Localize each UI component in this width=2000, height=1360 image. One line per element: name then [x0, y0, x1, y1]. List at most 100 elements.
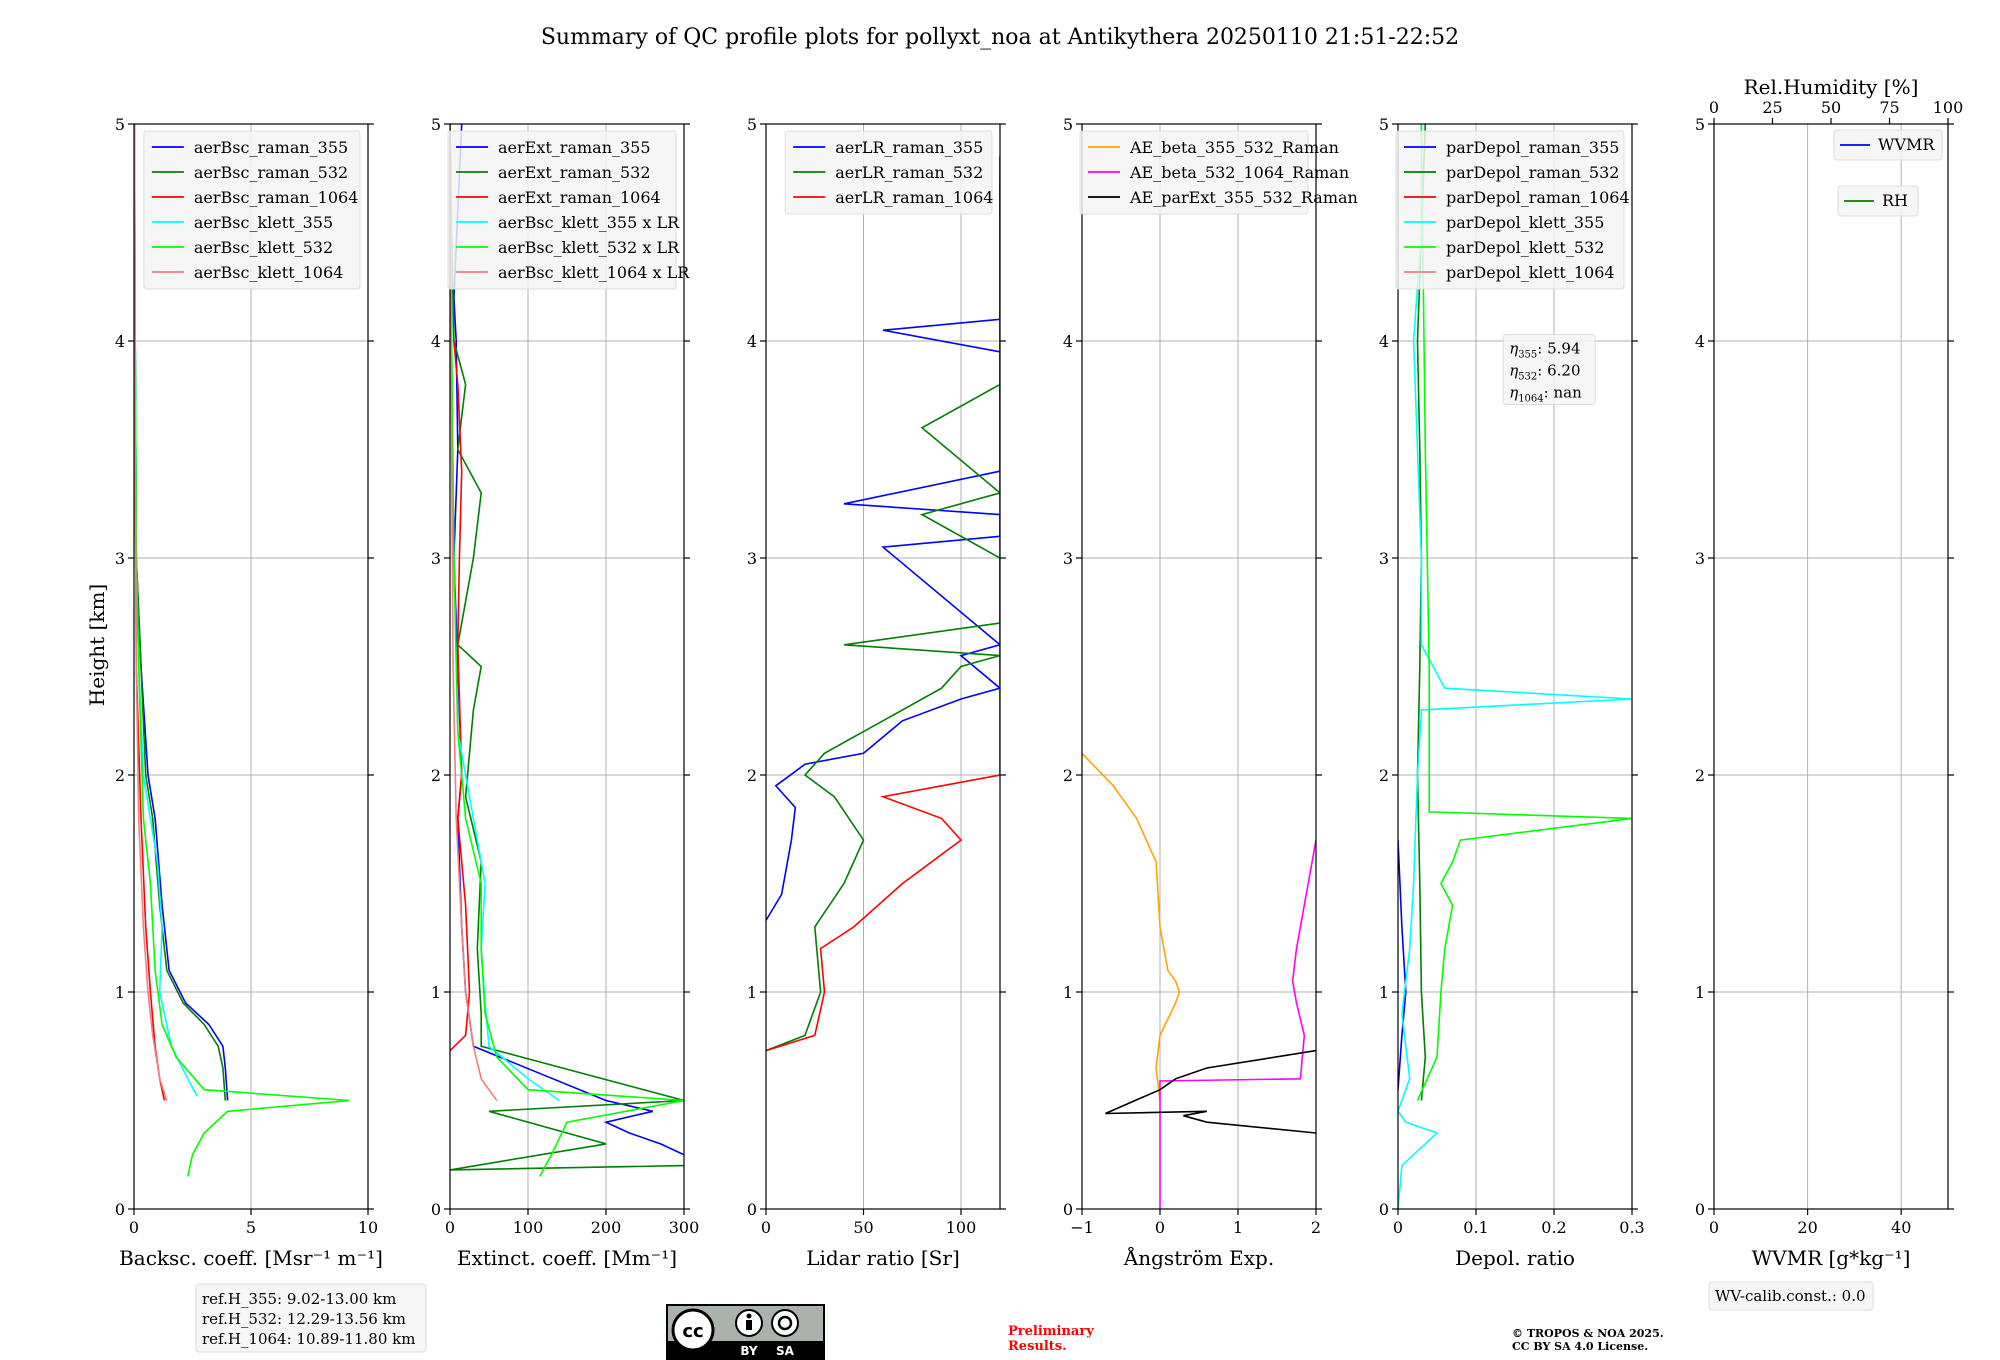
x-tick-label: 0.2 — [1541, 1218, 1566, 1237]
legend-rh: RH — [1837, 185, 1919, 217]
legend-label: parDepol_klett_532 — [1446, 238, 1604, 257]
copyright-line-2: CC BY SA 4.0 License. — [1512, 1340, 1648, 1353]
legend-label: aerExt_raman_532 — [498, 163, 651, 182]
series-line-aerlr-raman-532 — [766, 178, 1000, 1052]
legend: aerBsc_raman_355 aerBsc_raman_532 aerBsc_r… — [143, 130, 361, 290]
series-line-aerlr-raman-355 — [766, 156, 1000, 921]
y-tick-label: 4 — [115, 332, 125, 351]
series-line-pardepol-klett-355 — [1398, 124, 1632, 1209]
y-tick-label: 2 — [115, 766, 125, 785]
series-line-ae-parext-355-532-raman — [1105, 1049, 1316, 1134]
y-tick-label: 3 — [747, 549, 757, 568]
x-tick-label: 0 — [761, 1218, 771, 1237]
legend-label: WVMR — [1878, 135, 1935, 154]
series-line-pardepol-raman-355 — [1398, 840, 1407, 1090]
legend: AE_beta_355_532_Raman AE_beta_532_1064_Ra… — [1079, 130, 1358, 215]
y-tick-label: 4 — [1695, 332, 1705, 351]
axes-frame — [1397, 123, 1633, 1210]
y-tick-label: 5 — [1695, 115, 1705, 134]
ref-height-355: ref.H_355: 9.02-13.00 km — [202, 1290, 396, 1308]
y-tick-label: 0 — [747, 1200, 757, 1219]
legend-label: aerBsc_klett_355 — [194, 213, 333, 232]
figure-title: Summary of QC profile plots for pollyxt_… — [541, 25, 1459, 50]
x-tick-label: 0 — [1709, 1218, 1719, 1237]
cc-by-sa-badge: cc BY SA — [666, 1304, 825, 1360]
x-tick-label: 0.1 — [1463, 1218, 1488, 1237]
series-line-ae-beta-532-1064-raman — [1159, 839, 1316, 1209]
legend-label: aerBsc_raman_355 — [194, 138, 348, 157]
x-tick-label: 1 — [1233, 1218, 1243, 1237]
legend-label: parDepol_raman_1064 — [1446, 188, 1630, 207]
x-tick-label: 100 — [513, 1218, 544, 1237]
series-line-aerlr-raman-1064 — [766, 189, 1000, 1052]
y-tick-label: 2 — [1063, 766, 1073, 785]
x-axis-label: Depol. ratio — [1455, 1246, 1575, 1270]
panel-2: 0 100 200 300 0 1 2 3 4 5 Extinct. coeff. [Mm⁻¹] ae… — [431, 115, 699, 1270]
x-tick-label: 0 — [1155, 1218, 1165, 1237]
x2-tick-label: 75 — [1879, 98, 1899, 117]
ref-height-532: ref.H_532: 12.29-13.56 km — [202, 1310, 406, 1328]
y-tick-label: 1 — [1695, 983, 1705, 1002]
ref-height-1064: ref.H_1064: 10.89-11.80 km — [202, 1330, 415, 1348]
legend: aerLR_raman_355 aerLR_raman_532 aerLR_rama… — [784, 130, 993, 215]
panel-3: 0 50 100 0 1 2 3 4 5 Lidar ratio [Sr] aerLR_raman_… — [747, 115, 1006, 1270]
panel-1: 0 5 10 0 1 2 3 4 5 Backsc. coeff. [Msr⁻¹ m⁻¹] aerB… — [115, 115, 383, 1270]
x2-tick-label: 100 — [1933, 98, 1964, 117]
y-tick-label: 5 — [747, 115, 757, 134]
legend-label: aerLR_raman_532 — [835, 163, 983, 182]
legend-wvmr: WVMR — [1833, 129, 1943, 161]
y-tick-label: 4 — [747, 332, 757, 351]
legend-label: aerBsc_klett_1064 x LR — [498, 263, 690, 282]
y-tick-label: 2 — [431, 766, 441, 785]
panel-5: 0 0.1 0.2 0.3 0 1 2 3 4 5 Depol. ratio parDepol_ram… — [1379, 115, 1645, 1270]
legend-label: aerExt_raman_355 — [498, 138, 651, 157]
y-tick-label: 0 — [1379, 1200, 1389, 1219]
legend-label: aerBsc_klett_1064 — [194, 263, 343, 282]
y-tick-label: 3 — [115, 549, 125, 568]
x-tick-label: 100 — [946, 1218, 977, 1237]
legend-label: aerBsc_klett_355 x LR — [498, 213, 680, 232]
legend-label: aerExt_raman_1064 — [498, 188, 661, 207]
y-tick-label: 4 — [1063, 332, 1073, 351]
wv-calib-box: WV-calib.const.: 0.0 — [1708, 1281, 1874, 1311]
x-tick-label: 40 — [1891, 1218, 1911, 1237]
y-tick-label: 2 — [747, 766, 757, 785]
y-tick-label: 0 — [115, 1200, 125, 1219]
ref-heights-box: ref.H_355: 9.02-13.00 km ref.H_532: 12.2… — [195, 1283, 427, 1353]
y-tick-label: 2 — [1379, 766, 1389, 785]
x-tick-label: 2 — [1311, 1218, 1321, 1237]
panel-6: 0 20 40 0 1 2 3 4 5 WVMR [g*kg⁻¹] 0 25 50 75 100 Rel.Hu… — [1695, 75, 1963, 1270]
legend-label: aerBsc_raman_1064 — [194, 188, 359, 207]
x-tick-label: −1 — [1070, 1218, 1094, 1237]
series-line-aerbsc-klett-1064 — [134, 124, 168, 1101]
x-tick-label: 50 — [853, 1218, 873, 1237]
x2-tick-label: 50 — [1821, 98, 1841, 117]
legend-label: RH — [1882, 191, 1908, 210]
y-tick-label: 5 — [1063, 115, 1073, 134]
series-line-pardepol-raman-532 — [1416, 124, 1427, 1101]
x2-tick-label: 0 — [1709, 98, 1719, 117]
axes-frame — [1081, 123, 1317, 1210]
y-tick-label: 0 — [431, 1200, 441, 1219]
y-tick-label: 5 — [1379, 115, 1389, 134]
y-axis-label: Height [km] — [85, 584, 109, 706]
series-line-aerbsc-klett-532 — [134, 124, 350, 1177]
legend-label: parDepol_klett_1064 — [1446, 263, 1615, 282]
legend-label: aerLR_raman_1064 — [835, 188, 993, 207]
x-tick-label: 0 — [1393, 1218, 1403, 1237]
x-axis-label: Lidar ratio [Sr] — [806, 1246, 960, 1270]
series-line-aerext-raman-532 — [450, 124, 684, 1171]
x-tick-label: 10 — [358, 1218, 378, 1237]
axes-frame — [765, 123, 1001, 1210]
x-tick-label: 200 — [591, 1218, 622, 1237]
y-tick-label: 1 — [1379, 983, 1389, 1002]
x-tick-label: 5 — [246, 1218, 256, 1237]
y-tick-label: 3 — [1063, 549, 1073, 568]
eta-line: η1064: nan — [1509, 383, 1582, 404]
y-tick-label: 4 — [1379, 332, 1389, 351]
axes-frame — [449, 123, 685, 1210]
y-tick-label: 2 — [1695, 766, 1705, 785]
